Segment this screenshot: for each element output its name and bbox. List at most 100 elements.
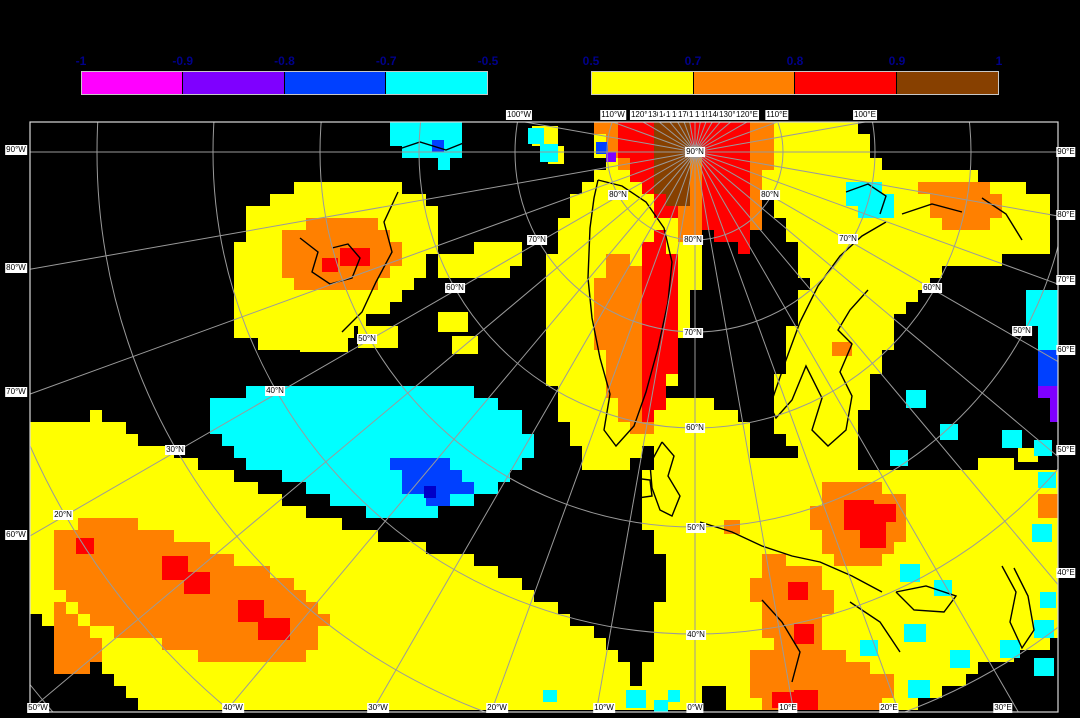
- field-cell-cluster: [900, 564, 920, 582]
- meridian-line: [642, 122, 696, 153]
- negative-scale: [81, 71, 488, 95]
- colorbar-tick-label: 0.7: [684, 54, 702, 68]
- lat-label: 40°N: [265, 386, 285, 396]
- meridian-line: [694, 151, 1019, 712]
- lat-label: 80°N: [683, 235, 703, 245]
- meridian-line: [30, 151, 696, 711]
- colorbar-segment: [592, 72, 694, 94]
- field-cell-cluster: [300, 318, 348, 352]
- coastline: [845, 183, 887, 215]
- coastline: [895, 585, 958, 613]
- colorbar-segment: [795, 72, 897, 94]
- lon-label-left: 60°W: [5, 530, 27, 540]
- meridian-line: [224, 151, 696, 712]
- field-cell-cluster: [906, 390, 926, 408]
- meridian-line: [371, 151, 696, 712]
- field-cell-cluster: [76, 538, 94, 554]
- lat-label: 30°N: [165, 445, 185, 455]
- coastline: [649, 441, 681, 517]
- coastline: [631, 477, 653, 499]
- meridian-line: [658, 122, 696, 153]
- lon-label-top: 100°E: [853, 110, 877, 120]
- colorbar-tick-label: -1: [75, 54, 87, 68]
- field-contour-blob: [654, 122, 690, 206]
- lon-label-right: 90°E: [1056, 147, 1076, 157]
- field-cell-cluster: [340, 248, 370, 266]
- field-cell-cluster: [322, 258, 338, 272]
- lon-label-top: 120°E: [735, 110, 759, 120]
- meridian-line: [30, 151, 696, 395]
- field-cell-cluster: [184, 572, 210, 594]
- field-cell-cluster: [424, 486, 436, 498]
- lon-label-top: 110°W: [600, 110, 626, 120]
- coastline: [699, 521, 883, 593]
- lon-label-bottom: 50°W: [27, 703, 49, 713]
- field-cell-cluster: [1034, 440, 1052, 456]
- lat-label: 60°N: [445, 283, 465, 293]
- meridian-line: [694, 151, 1058, 217]
- lon-label-right: 40°E: [1056, 568, 1076, 578]
- field-cell-cluster: [940, 424, 958, 440]
- lat-label: 70°N: [527, 235, 547, 245]
- lon-label-bottom: 30°W: [367, 703, 389, 713]
- meridian-line: [694, 151, 795, 712]
- field-cell-cluster: [654, 700, 668, 712]
- field-cell-cluster: [668, 690, 680, 702]
- meridian-line: [30, 151, 696, 270]
- meridian-line: [595, 151, 696, 712]
- field-cell-cluster: [1034, 620, 1054, 638]
- meridian-line: [694, 151, 900, 712]
- colorbar-tick-label: -0.5: [477, 54, 499, 68]
- meridian-line: [521, 122, 696, 153]
- lon-label-top: 110°E: [765, 110, 789, 120]
- lon-label-left: 70°W: [5, 387, 27, 397]
- colorbar-segment: [385, 72, 487, 94]
- field-cell-cluster: [1018, 448, 1038, 462]
- field-cell-cluster: [606, 152, 616, 162]
- lon-label-bottom: 10°W: [593, 703, 615, 713]
- field-cell-cluster: [1000, 640, 1020, 658]
- lon-label-left: 80°W: [5, 263, 27, 273]
- meridian-line: [694, 151, 1058, 586]
- lon-label-top: 120°W: [629, 110, 657, 120]
- field-contour-blob: [438, 242, 522, 278]
- field-cell-cluster: [1032, 524, 1052, 542]
- lon-label-right: 60°E: [1056, 345, 1076, 355]
- field-cell-cluster: [162, 556, 188, 580]
- colorbar-segment: [284, 72, 386, 94]
- field-cell-cluster: [1034, 658, 1054, 676]
- field-cell-cluster: [860, 522, 886, 548]
- lat-label: 20°N: [53, 510, 73, 520]
- colorbar-tick-label: -0.7: [375, 54, 397, 68]
- field-cell-cluster: [1040, 592, 1056, 608]
- colorbar-segment: [896, 72, 998, 94]
- field-cell-cluster: [543, 690, 557, 702]
- field-cell-cluster: [528, 128, 544, 144]
- field-contour-blob: [1026, 290, 1058, 362]
- field-contour-blob: [54, 602, 102, 674]
- field-cell-cluster: [908, 680, 930, 698]
- lat-label: 50°N: [357, 334, 377, 344]
- colorbar-tick-label: -0.8: [274, 54, 295, 68]
- meridian-line: [694, 151, 1058, 363]
- field-contour-blob: [390, 122, 462, 170]
- field-contour-blob: [1038, 386, 1058, 422]
- field-cell-cluster: [794, 690, 818, 710]
- lon-label-bottom: 30°E: [993, 703, 1013, 713]
- field-cell-cluster: [874, 504, 896, 522]
- meridian-line: [677, 122, 696, 153]
- lat-label: 60°N: [922, 283, 942, 293]
- coastline: [901, 203, 963, 215]
- lat-label: 60°N: [685, 423, 705, 433]
- lat-label: 50°N: [1012, 326, 1032, 336]
- lon-label-top: 100°W: [505, 110, 533, 120]
- colorbar-tick-label: 1: [995, 54, 1003, 68]
- colorbar-tick-label: 0.5: [582, 54, 600, 68]
- lon-label-right: 50°E: [1056, 445, 1076, 455]
- lon-label-bottom: 0°W: [686, 703, 704, 713]
- field-contour-blob: [390, 458, 474, 506]
- coastline: [849, 601, 901, 653]
- coastline: [395, 141, 467, 151]
- meridian-line: [669, 122, 696, 153]
